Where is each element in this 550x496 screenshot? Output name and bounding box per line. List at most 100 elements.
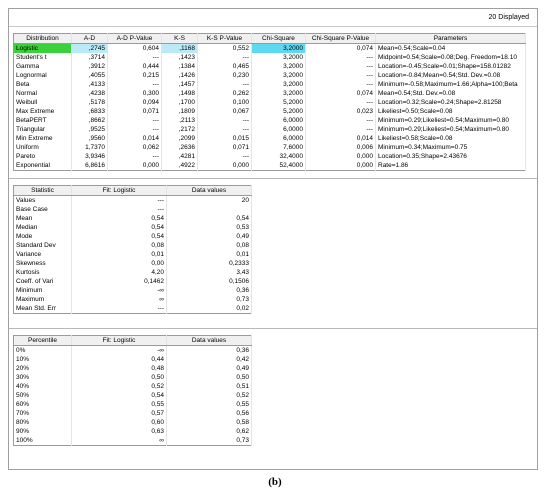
cell: ,2113 — [161, 116, 198, 125]
cell: 0,000 — [107, 161, 162, 171]
cell: ,1384 — [161, 62, 198, 71]
cell: 0,552 — [197, 43, 252, 53]
cell: --- — [305, 98, 376, 107]
cell: 0,000 — [197, 161, 252, 171]
cell: ,1426 — [161, 71, 198, 80]
cell: 0,52 — [166, 391, 252, 400]
cell: Minimum=0.29;Likeliest=0.54;Maximum=0.80 — [375, 116, 526, 125]
cell: 0,000 — [305, 152, 376, 161]
cell: Kurtosis — [13, 268, 72, 277]
cell: 0,50 — [166, 373, 252, 382]
cell: 0,55 — [166, 400, 252, 409]
cell: 90% — [13, 427, 72, 436]
cell: 0,62 — [166, 427, 252, 436]
cell: 0,42 — [166, 355, 252, 364]
header-row: Percentile Fit: Logistic Data values — [13, 335, 252, 346]
cell: 0,63 — [71, 427, 167, 436]
cell: -∞ — [71, 345, 167, 355]
cell: Mode — [13, 232, 72, 241]
cell: Location=0.35;Shape=2.43676 — [375, 152, 526, 161]
header-cell: Chi-Square P-Value — [305, 33, 376, 44]
header-cell: Percentile — [13, 335, 72, 346]
row: Values --- 20 — [13, 195, 252, 205]
cell: 40% — [13, 382, 72, 391]
cell: 6,0000 — [251, 125, 306, 134]
cell: --- — [107, 152, 162, 161]
cell: 0,52 — [71, 382, 167, 391]
cell: 0,54 — [71, 232, 167, 241]
cell: 0,08 — [71, 241, 167, 250]
cell: --- — [71, 205, 167, 214]
cell: --- — [197, 80, 252, 89]
cell: 0,50 — [71, 373, 167, 382]
cell: 6,0000 — [251, 116, 306, 125]
cell: 0,2333 — [166, 259, 252, 268]
cell: Weibull — [13, 98, 72, 107]
cell: Variance — [13, 250, 72, 259]
row: 100% ∞ 0,73 — [13, 436, 252, 446]
cell: Logistic — [13, 43, 72, 53]
cell: ,6833 — [71, 107, 108, 116]
cell: ,1700 — [161, 98, 198, 107]
cell: Max Extreme — [13, 107, 72, 116]
cell: ,9525 — [71, 125, 108, 134]
cell: 0,067 — [197, 107, 252, 116]
cell: 3,9346 — [71, 152, 108, 161]
cell: Standard Dev — [13, 241, 72, 250]
row: 30% 0,50 0,50 — [13, 373, 252, 382]
row: Pareto 3,9346 --- ,4281 --- 32,4000 0,000 Locat… — [13, 152, 526, 161]
cell: 0,51 — [166, 382, 252, 391]
row: Maximum ∞ 0,73 — [13, 295, 252, 304]
cell: 0,54 — [166, 214, 252, 223]
cell: 0,44 — [71, 355, 167, 364]
cell: 30% — [13, 373, 72, 382]
cell: Minimum — [13, 286, 72, 295]
cell: Minimum=-0.58;Maximum=1.66;Alpha=100;Bet… — [375, 80, 526, 89]
cell: 0,300 — [107, 89, 162, 98]
cell: Base Case — [13, 205, 72, 214]
cell: 0,00 — [71, 259, 167, 268]
row: Logistic ,2745 0,604,1168 0,552 3,2000 0,074 M… — [13, 43, 526, 53]
header-cell: Data values — [166, 185, 252, 196]
cell: 70% — [13, 409, 72, 418]
cell: --- — [305, 53, 376, 62]
row: Mean 0,54 0,54 — [13, 214, 252, 223]
cell: ,8662 — [71, 116, 108, 125]
row: 10% 0,44 0,42 — [13, 355, 252, 364]
row: Exponential 6,8616 0,000,4922 0,000 52,4000 0… — [13, 161, 526, 171]
cell: Coeff. of Vari — [13, 277, 72, 286]
cell: 0,023 — [305, 107, 376, 116]
cell: 0,36 — [166, 286, 252, 295]
header-cell: Distribution — [13, 33, 72, 44]
cell: 0,60 — [71, 418, 167, 427]
cell: 0,55 — [71, 400, 167, 409]
cell: 0,015 — [197, 134, 252, 143]
fit-table: Distribution A-D A-D P-Value K-S K-S P-Value… — [13, 33, 526, 171]
cell: Likeliest=0.50;Scale=0.08 — [375, 107, 526, 116]
status-bar: 20 Displayed — [9, 9, 537, 27]
row: Triangular ,9525 --- ,2172 --- 6,0000 --- Minim… — [13, 125, 526, 134]
row: Weibull ,5178 0,094,1700 0,100 5,2000 --- Loca… — [13, 98, 526, 107]
row: Uniform 1,7370 0,062,2636 0,071 7,6000 0,006 M… — [13, 143, 526, 152]
cell: Location=-0.45;Scale=0.01;Shape=158.0128… — [375, 62, 526, 71]
stats-table: Statistic Fit: Logistic Data values Values -… — [13, 185, 252, 314]
cell: --- — [305, 62, 376, 71]
cell: --- — [107, 53, 162, 62]
cell: 20% — [13, 364, 72, 373]
row: Standard Dev 0,08 0,08 — [13, 241, 252, 250]
cell: ,1423 — [161, 53, 198, 62]
header-cell: Fit: Logistic — [71, 335, 167, 346]
cell: 0,48 — [71, 364, 167, 373]
cell: 52,4000 — [251, 161, 306, 171]
cell: Mean Std. Err — [13, 304, 72, 314]
row: 40% 0,52 0,51 — [13, 382, 252, 391]
cell: Values — [13, 195, 72, 205]
cell: Uniform — [13, 143, 72, 152]
row: Coeff. of Vari 0,1462 0,1506 — [13, 277, 252, 286]
cell: 0,56 — [166, 409, 252, 418]
cell: ∞ — [71, 295, 167, 304]
cell: ,2745 — [71, 43, 108, 53]
cell: 0,57 — [71, 409, 167, 418]
cell: 0,73 — [166, 295, 252, 304]
